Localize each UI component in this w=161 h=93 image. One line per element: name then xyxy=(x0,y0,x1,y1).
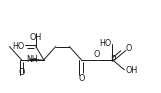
Text: O: O xyxy=(93,50,100,59)
Polygon shape xyxy=(29,58,44,61)
Text: HO: HO xyxy=(12,42,24,51)
Text: P: P xyxy=(110,55,115,64)
Text: O: O xyxy=(18,68,25,77)
Text: HO: HO xyxy=(99,39,112,48)
Text: NH: NH xyxy=(27,55,38,64)
Text: O: O xyxy=(78,74,85,82)
Text: OH: OH xyxy=(125,66,137,75)
Text: O: O xyxy=(126,44,132,53)
Text: OH: OH xyxy=(30,33,42,42)
